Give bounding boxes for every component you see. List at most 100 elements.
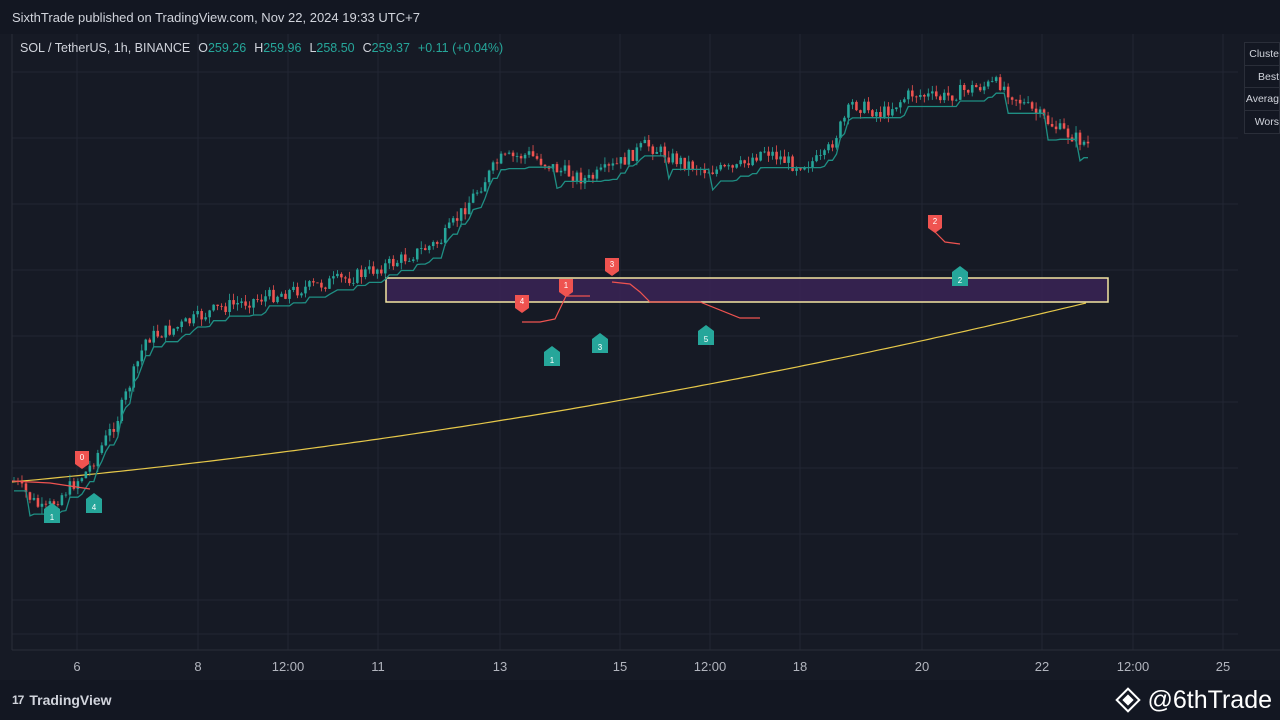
buy-signal-marker[interactable]: 5	[698, 325, 714, 345]
candle-body	[380, 269, 383, 274]
candle-body	[80, 478, 84, 482]
svg-text:2: 2	[933, 217, 938, 226]
candle-body	[60, 495, 64, 506]
candle-body	[491, 162, 495, 171]
candle-body	[304, 286, 307, 294]
candle-body	[140, 350, 144, 362]
candle-body	[795, 168, 798, 171]
tradingview-logo[interactable]: 17 TradingView	[12, 692, 112, 708]
candle-body	[823, 150, 826, 156]
candle-body	[360, 269, 363, 278]
candle-body	[899, 102, 902, 108]
high-label: H	[254, 41, 264, 55]
candle-body	[855, 101, 858, 111]
candle-body	[280, 293, 283, 297]
candle-body	[192, 314, 195, 324]
candle-body	[208, 310, 211, 318]
candle-body	[120, 399, 124, 421]
x-axis-label: 13	[493, 659, 507, 674]
candle-body	[499, 153, 503, 164]
candle-body	[128, 387, 132, 392]
buy-signal-marker[interactable]: 4	[86, 493, 102, 513]
candle-body	[515, 156, 519, 157]
trailing-stop-short	[522, 295, 590, 323]
candle-body	[663, 146, 667, 158]
candle-body	[224, 306, 227, 312]
candle-body	[44, 503, 48, 505]
candle-body	[763, 151, 766, 153]
sell-signal-marker[interactable]: 4	[515, 295, 529, 313]
symbol-label[interactable]: SOL / TetherUS, 1h, BINANCE	[20, 41, 191, 55]
candle-body	[531, 151, 535, 157]
candle-body	[463, 208, 467, 215]
buy-signal-marker[interactable]: 2	[952, 266, 968, 286]
candle-body	[447, 222, 451, 229]
candle-body	[931, 91, 934, 94]
candle-body	[683, 157, 687, 170]
candle-body	[571, 176, 575, 182]
candle-body	[966, 89, 970, 93]
candle-body	[851, 101, 854, 105]
candle-body	[328, 278, 331, 289]
candle-body	[982, 86, 986, 91]
candle-body	[1042, 109, 1046, 116]
sell-signal-marker[interactable]: 3	[605, 258, 619, 276]
candle-body	[755, 157, 758, 161]
candle-body	[1062, 123, 1066, 129]
sell-signal-marker[interactable]: 2	[928, 215, 942, 233]
candle-body	[320, 282, 323, 288]
candle-body	[364, 269, 367, 278]
candle-body	[1014, 99, 1018, 101]
candle-body	[188, 318, 191, 324]
buy-signal-marker[interactable]: 3	[592, 333, 608, 353]
candle-body	[555, 164, 559, 173]
svg-text:4: 4	[92, 503, 97, 512]
candle-body	[643, 139, 647, 144]
candle-body	[276, 296, 279, 303]
candle-body	[539, 158, 543, 165]
candle-body	[411, 259, 415, 261]
chart-canvas[interactable]: 6 8 12:00 11 13 15 12:00 18 20 22 12:00 25041321413…	[0, 34, 1280, 680]
x-axis-label: 22	[1035, 659, 1049, 674]
candle-body	[28, 492, 32, 500]
candle-body	[759, 151, 762, 161]
candle-body	[296, 286, 299, 296]
candle-body	[344, 277, 347, 279]
chart-area[interactable]: 6 8 12:00 11 13 15 12:00 18 20 22 12:00 25 0 4 1 3 2 1 4 1 3…	[0, 34, 1280, 680]
candle-body	[132, 366, 136, 388]
candle-body	[48, 501, 52, 504]
svg-text:3: 3	[598, 343, 603, 352]
candle-body	[839, 121, 842, 139]
candle-body	[104, 435, 108, 446]
candle-body	[751, 157, 754, 166]
candle-body	[847, 104, 850, 118]
candle-body	[332, 276, 335, 279]
candle-body	[587, 174, 591, 178]
buy-signal-marker[interactable]: 1	[544, 346, 560, 366]
buy-signal-marker[interactable]: 1	[44, 503, 60, 523]
x-axis-label: 20	[915, 659, 929, 674]
candle-body	[439, 242, 443, 244]
candle-body	[990, 81, 994, 82]
candle-body	[72, 481, 76, 489]
candle-body	[503, 153, 507, 155]
candle-body	[435, 242, 439, 244]
candle-body	[875, 111, 878, 117]
candle-body	[563, 165, 567, 171]
candle-body	[1038, 109, 1042, 114]
sell-signal-marker[interactable]: 1	[559, 279, 573, 297]
candle-body	[403, 254, 407, 262]
candle-body	[487, 170, 491, 183]
candle-body	[419, 248, 423, 249]
candle-body	[392, 258, 395, 267]
publish-header: SixthTrade published on TradingView.com,…	[0, 0, 1280, 34]
price-zone-rect	[385, 277, 1109, 303]
candle-body	[711, 172, 714, 174]
sell-signal-marker[interactable]: 0	[75, 451, 89, 469]
candle-body	[1018, 99, 1022, 104]
x-axis-label: 18	[793, 659, 807, 674]
candle-body	[535, 156, 539, 159]
candle-body	[551, 164, 555, 169]
candle-body	[96, 452, 100, 467]
candle-body	[20, 481, 24, 484]
